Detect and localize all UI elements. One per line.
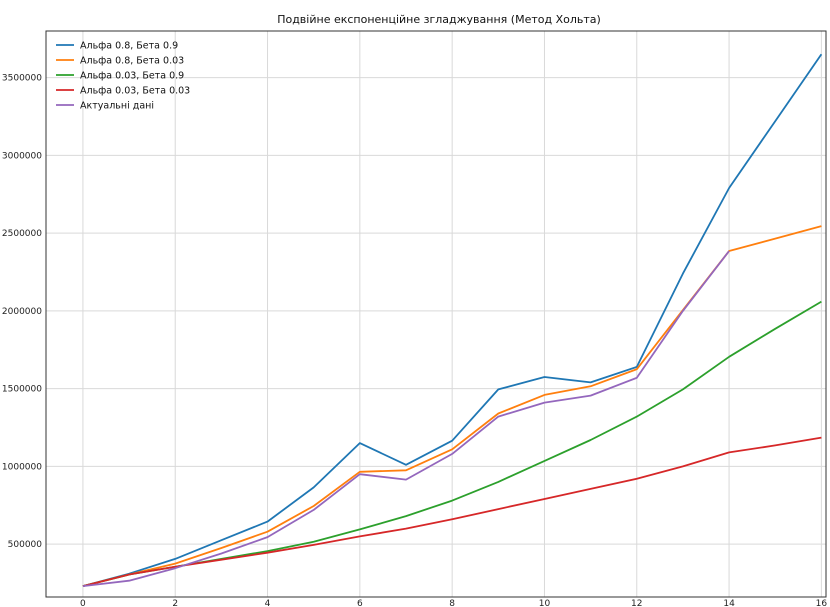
x-tick-label: 8: [449, 599, 455, 607]
series-line-5: [82, 250, 730, 587]
x-tick-label: 4: [265, 599, 271, 607]
series-line-4: [82, 436, 822, 587]
legend-label: Альфа 0.8, Бета 0.9: [80, 41, 178, 52]
y-tick-label: 2500000: [2, 229, 42, 239]
legend-label: Актуальні дані: [80, 101, 154, 112]
x-tick-label: 2: [172, 599, 178, 607]
x-tick-label: 12: [631, 599, 642, 607]
x-tick-label: 10: [539, 599, 551, 607]
chart-title: Подвійне експоненційне згладжування (Мет…: [277, 13, 601, 26]
x-tick-label: 14: [723, 599, 735, 607]
x-tick-label: 0: [80, 599, 86, 607]
series-lines: [82, 53, 823, 587]
y-tick-label: 2000000: [2, 307, 42, 317]
legend-label: Альфа 0.8, Бета 0.03: [80, 56, 184, 67]
y-tick-label: 3000000: [2, 151, 42, 161]
y-tick-label: 3500000: [2, 74, 42, 84]
x-axis-ticks: 0 2 4 6 8 10 12 14 16: [80, 599, 827, 607]
x-tick-label: 16: [816, 599, 828, 607]
legend-label: Альфа 0.03, Бета 0.9: [80, 71, 184, 82]
legend: Альфа 0.8, Бета 0.9 Альфа 0.8, Бета 0.03 А…: [56, 41, 190, 112]
series-line-1: [82, 53, 823, 587]
legend-label: Альфа 0.03, Бета 0.03: [80, 86, 190, 97]
y-tick-label: 1000000: [2, 462, 42, 472]
grid: [46, 31, 826, 597]
y-axis-ticks: 500000 1000000 1500000 2000000 2500000 300000…: [2, 74, 42, 550]
y-tick-label: 500000: [8, 540, 43, 550]
y-tick-label: 1500000: [2, 385, 42, 395]
x-tick-label: 6: [357, 599, 363, 607]
plot-frame: [45, 30, 827, 598]
